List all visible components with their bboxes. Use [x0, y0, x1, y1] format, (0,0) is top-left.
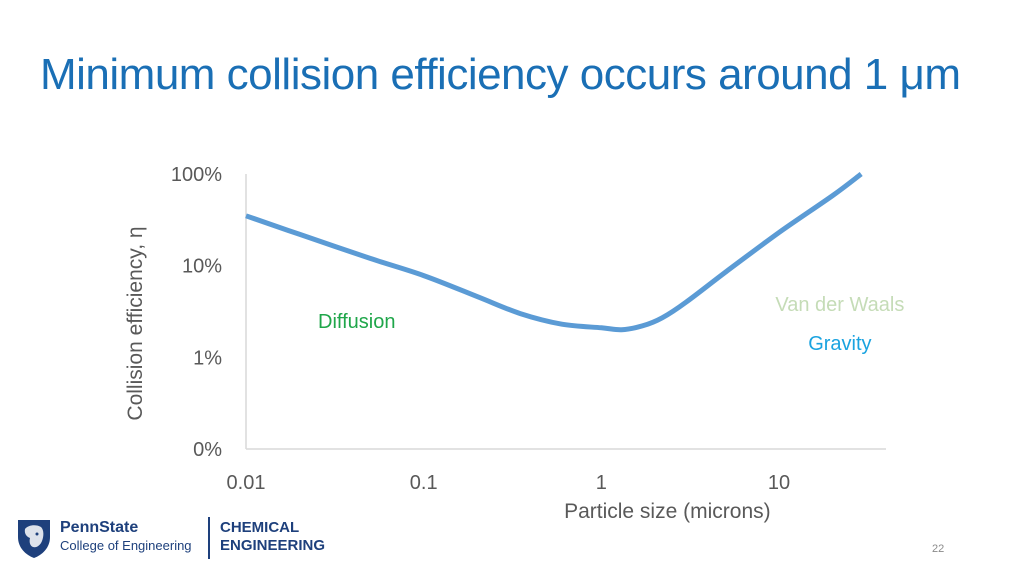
logo-divider	[208, 517, 210, 559]
axes	[245, 174, 886, 450]
annotation-diffusion: Diffusion	[318, 311, 395, 333]
annotations: Diffusion Van der Waals Gravity	[318, 294, 904, 355]
x-tick-labels: 0.01 0.1 1 10	[227, 472, 791, 494]
department-line-1: CHEMICAL	[220, 519, 300, 536]
collision-efficiency-curve	[245, 172, 863, 333]
x-tick-label: 0.1	[410, 472, 438, 494]
slide-title: Minimum collision efficiency occurs arou…	[40, 50, 961, 99]
logo-college: College of Engineering	[60, 538, 192, 553]
y-tick-label: 10%	[182, 256, 222, 278]
logo-name: PennState	[60, 519, 139, 536]
y-tick-label: 1%	[193, 347, 222, 369]
x-tick-label: 1	[596, 472, 607, 494]
y-tick-labels: 0% 1% 10% 100%	[171, 164, 222, 461]
department-name: CHEMICAL ENGINEERING	[220, 519, 325, 555]
penn-state-logo: PennState College of Engineering CHEMICA…	[16, 517, 346, 561]
annotation-van-der-waals: Van der Waals	[775, 294, 904, 316]
x-axis-title: Particle size (microns)	[564, 500, 771, 523]
annotation-gravity: Gravity	[808, 333, 871, 355]
page-number: 22	[932, 543, 945, 555]
y-axis-title: Collision efficiency, η	[124, 226, 147, 420]
x-tick-label: 10	[768, 472, 790, 494]
department-line-2: ENGINEERING	[220, 537, 326, 554]
y-tick-label: 100%	[171, 164, 222, 186]
nittany-lion-shield-icon	[18, 520, 50, 558]
x-tick-label: 0.01	[227, 472, 266, 494]
y-tick-label: 0%	[193, 439, 222, 461]
